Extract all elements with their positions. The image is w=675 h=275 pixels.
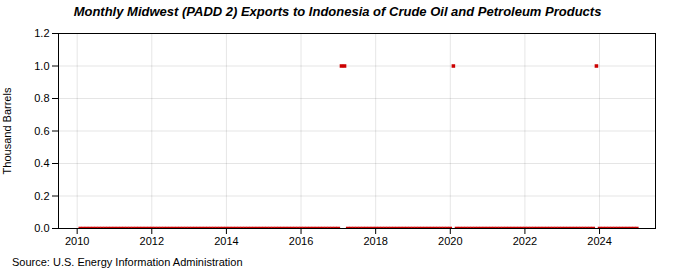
svg-text:0.8: 0.8 [34,92,49,104]
svg-text:2022: 2022 [513,235,537,247]
svg-text:2012: 2012 [140,235,164,247]
svg-text:1.2: 1.2 [34,27,49,39]
svg-text:0.0: 0.0 [34,222,49,234]
svg-text:0.6: 0.6 [34,125,49,137]
svg-text:1.0: 1.0 [34,60,49,72]
svg-text:2024: 2024 [587,235,611,247]
svg-text:2020: 2020 [438,235,462,247]
svg-text:2018: 2018 [363,235,387,247]
svg-text:0.4: 0.4 [34,157,49,169]
svg-text:2016: 2016 [289,235,313,247]
svg-text:Thousand Barrels: Thousand Barrels [1,87,13,174]
html-text:Monthly Midwest (PADD 2) Expor: Monthly Midwest (PADD 2) Exports to Indo… [73,4,602,19]
svg-text:2010: 2010 [65,235,89,247]
html-text:Source: U.S. Energy Informatio: Source: U.S. Energy Information Administ… [12,256,243,268]
svg-text:2014: 2014 [214,235,238,247]
svg-text:0.2: 0.2 [34,190,49,202]
